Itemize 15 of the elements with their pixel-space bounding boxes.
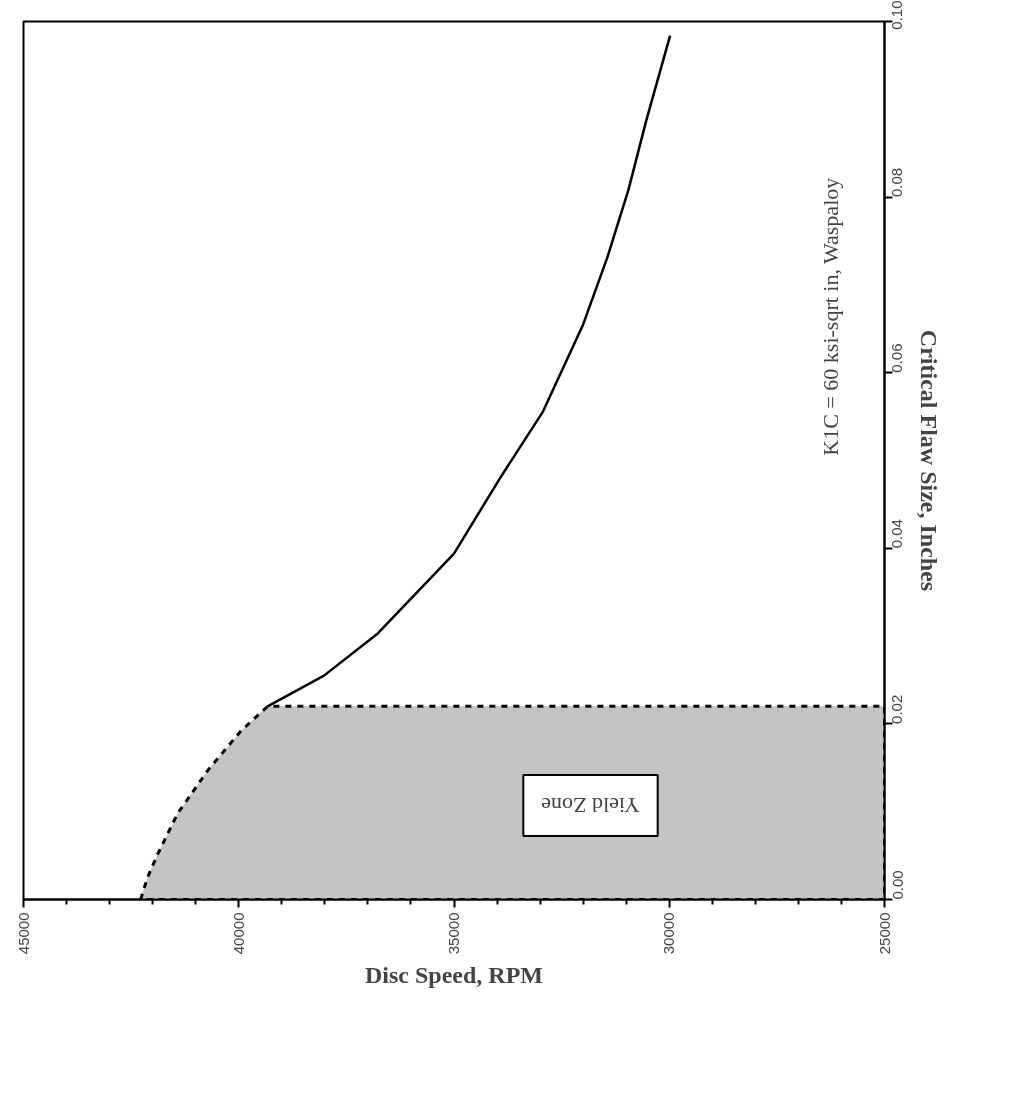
x-tick-label: 30000 — [660, 912, 678, 955]
x-tick-label: 45000 — [14, 912, 32, 955]
y-tick-label: 0.04 — [888, 519, 906, 549]
x-axis-title: Disc Speed, RPM — [365, 962, 543, 989]
y-tick-label: 0.06 — [888, 343, 906, 373]
x-tick-label: 40000 — [229, 912, 247, 955]
y-axis-title: Critical Flaw Size, Inches — [915, 329, 942, 592]
annotation: Yield Zone — [541, 793, 640, 818]
y-tick-label: 0.10 — [888, 0, 906, 30]
x-tick-label: 25000 — [875, 912, 893, 955]
y-tick-label: 0.08 — [888, 167, 906, 198]
y-tick-label: 0.00 — [888, 870, 906, 900]
annotation: K1C = 60 ksi-sqrt in, Waspaloy — [818, 177, 843, 456]
y-tick-label: 0.02 — [888, 694, 906, 724]
x-tick-label: 35000 — [445, 912, 462, 955]
